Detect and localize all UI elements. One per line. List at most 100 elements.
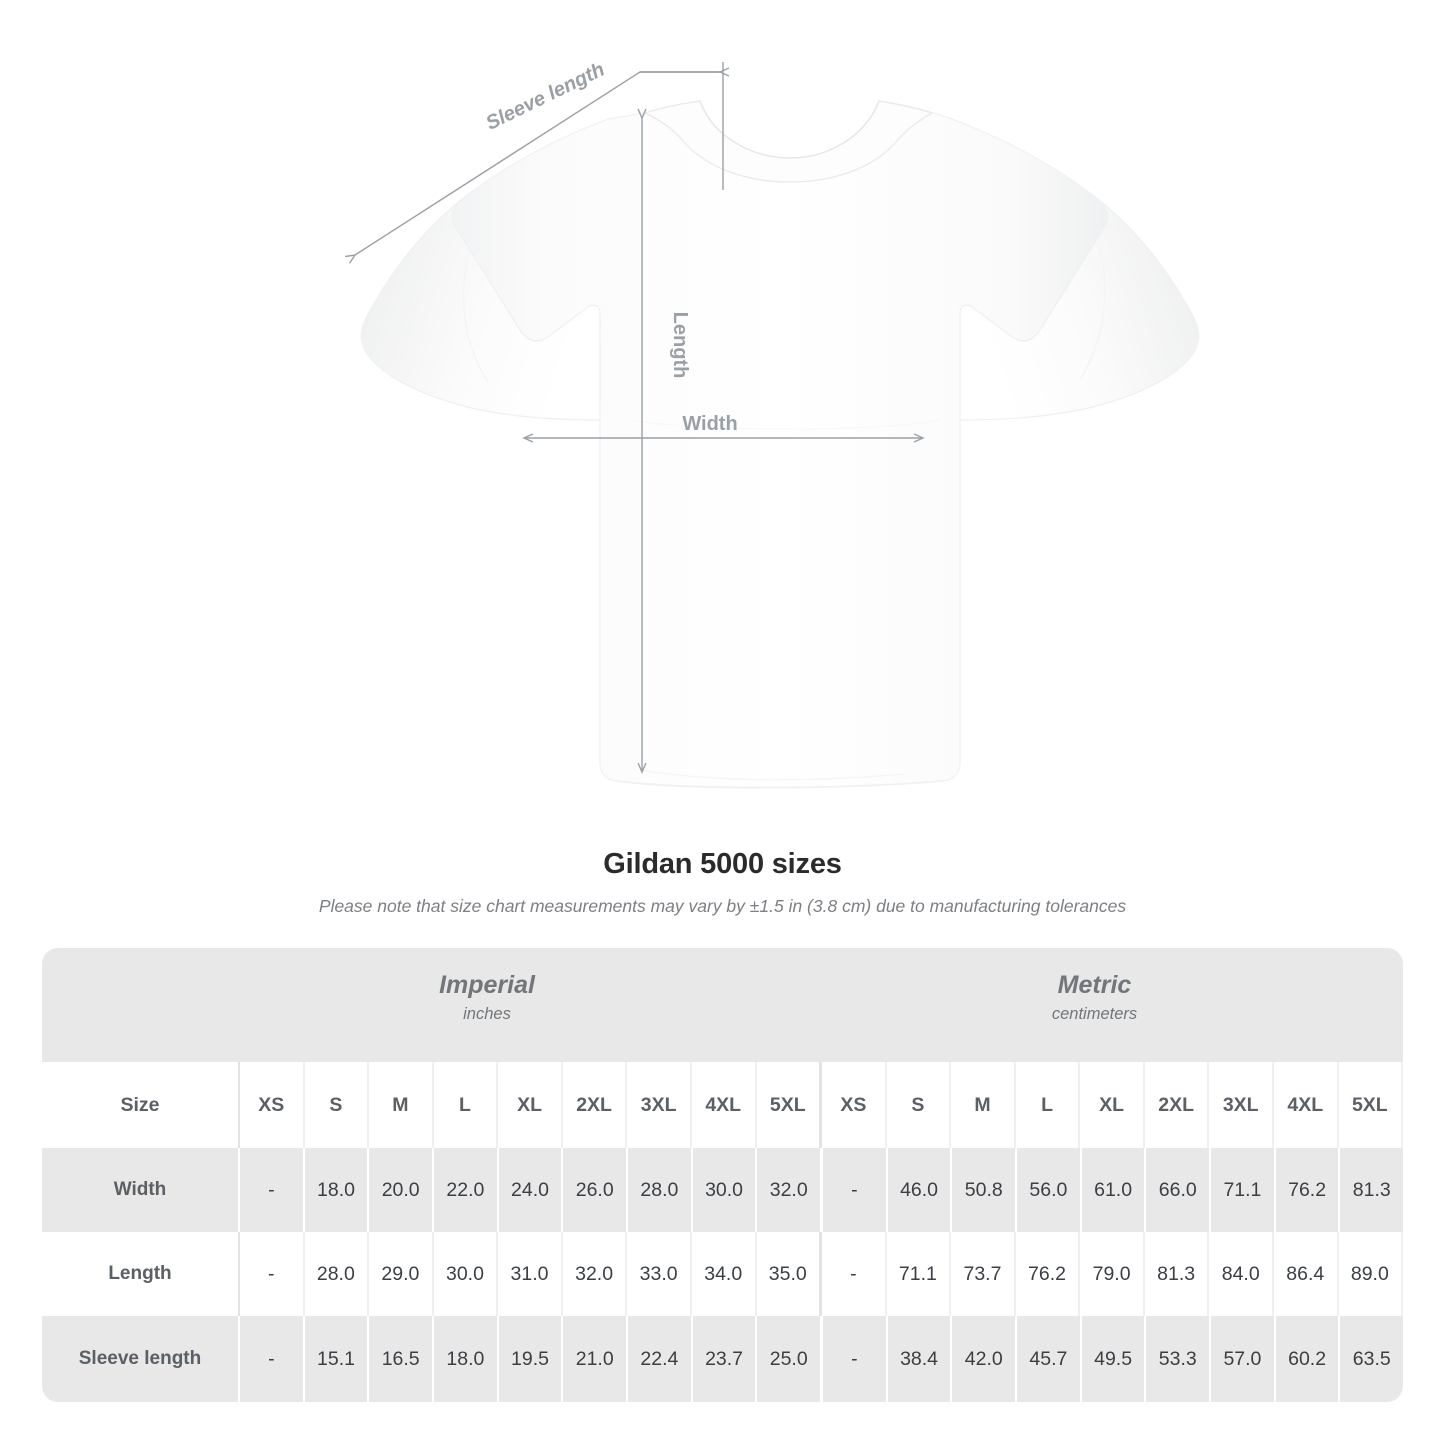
- size-header-cell: 5XL: [757, 1062, 823, 1148]
- table-row: Sleeve length -15.1 16.5 18.0 19.5 21.0 22.4 23…: [42, 1316, 1403, 1402]
- row-cells: -15.1 16.5 18.0 19.5 21.0 22.4 23.7 25.0-38.4 42…: [240, 1316, 1403, 1402]
- length-label: Length: [669, 312, 691, 379]
- measurement-cell: 86.4: [1274, 1232, 1339, 1316]
- size-header-cell: 2XL: [563, 1062, 628, 1148]
- row-label-length: Length: [42, 1232, 240, 1316]
- measurement-cell: 61.0: [1082, 1148, 1147, 1232]
- measurement-cell: 18.0: [434, 1316, 499, 1402]
- size-header-cell: S: [887, 1062, 952, 1148]
- size-header-cell: XS: [240, 1062, 305, 1148]
- size-header-cell: M: [951, 1062, 1016, 1148]
- measurement-cell: -: [240, 1148, 305, 1232]
- measurement-cell: 30.0: [693, 1148, 758, 1232]
- measurement-cell: 31.0: [498, 1232, 563, 1316]
- measurement-cell: 84.0: [1209, 1232, 1274, 1316]
- measurement-cell: 79.0: [1080, 1232, 1145, 1316]
- measurement-cell: 24.0: [499, 1148, 564, 1232]
- unit-sub-metric: centimeters: [1051, 1005, 1138, 1024]
- size-header-cell: L: [434, 1062, 499, 1148]
- measurement-cell: 35.0: [757, 1232, 823, 1316]
- unit-name-imperial: Imperial: [439, 971, 535, 999]
- measurement-cell: 46.0: [888, 1148, 953, 1232]
- size-header-cell: S: [305, 1062, 370, 1148]
- measurement-cell: 89.0: [1339, 1232, 1403, 1316]
- measurement-cell: 18.0: [305, 1148, 370, 1232]
- size-header-cell: 5XL: [1339, 1062, 1403, 1148]
- measurement-cell: 22.0: [434, 1148, 499, 1232]
- sleeve-length-label: Sleeve length: [483, 58, 609, 134]
- shirt-silhouette: [360, 100, 1200, 789]
- row-label-sleeve-length: Sleeve length: [42, 1316, 240, 1402]
- measurement-cell: 25.0: [757, 1316, 824, 1402]
- measurement-cell: 49.5: [1082, 1316, 1147, 1402]
- size-header-cell: 3XL: [627, 1062, 692, 1148]
- measurement-cell: 30.0: [434, 1232, 499, 1316]
- size-header-cell: 4XL: [692, 1062, 757, 1148]
- measurement-cell: 66.0: [1146, 1148, 1212, 1232]
- size-chart-table: Imperial inches Metric centimeters Size X…: [42, 948, 1403, 1402]
- measurement-cell: 71.1: [887, 1232, 952, 1316]
- measurement-cell: 60.2: [1276, 1316, 1341, 1402]
- row-cells: -18.0 20.0 22.0 24.0 26.0 28.0 30.0 32.0-46.0 50…: [240, 1148, 1403, 1232]
- row-label-width: Width: [42, 1148, 240, 1232]
- measurement-cell: -: [240, 1232, 305, 1316]
- measurement-cell: 81.3: [1352, 1178, 1391, 1201]
- page-subtitle: Please note that size chart measurements…: [318, 896, 1127, 916]
- measurement-cell: 19.5: [499, 1316, 564, 1402]
- measurement-cell: -: [823, 1148, 888, 1232]
- measurement-cell: 73.7: [951, 1232, 1016, 1316]
- size-header-cell: XL: [1080, 1062, 1145, 1148]
- measurement-cell: 63.5: [1352, 1347, 1391, 1370]
- size-header-cell: L: [1016, 1062, 1081, 1148]
- unit-group-imperial: Imperial inches: [202, 970, 772, 1024]
- measurement-cell: 71.1: [1211, 1148, 1276, 1232]
- size-header-row: Size XS S M L XL 2XL 3XL 4XL 5XL XS S M L XL 2XL 3XL 4XL 5…: [42, 1062, 1403, 1148]
- measurement-cell: 33.0: [627, 1232, 692, 1316]
- size-header-cell: 3XL: [1209, 1062, 1274, 1148]
- measurement-cell: 16.5: [369, 1316, 435, 1402]
- table-row: Width -18.0 20.0 22.0 24.0 26.0 28.0 30.0 32.0-4…: [42, 1148, 1403, 1232]
- measurement-cell: -: [240, 1316, 305, 1402]
- width-label: Width: [682, 413, 737, 435]
- measurement-cell: 32.0: [757, 1148, 824, 1232]
- measurement-cell: 26.0: [563, 1148, 629, 1232]
- measurement-cell: 76.2: [1016, 1232, 1081, 1316]
- measurement-cell: 76.2: [1276, 1148, 1341, 1232]
- measurement-cell: 23.7: [693, 1316, 758, 1402]
- measurement-annotations: [345, 62, 925, 774]
- size-header-cell: 4XL: [1274, 1062, 1339, 1148]
- unit-sub-imperial: inches: [463, 1005, 511, 1024]
- measurement-cell: 32.0: [563, 1232, 628, 1316]
- unit-name-metric: Metric: [1057, 971, 1132, 999]
- tshirt-measurement-diagram: Sleeve length Length Width: [345, 58, 1200, 789]
- row-cells: XS S M L XL 2XL 3XL 4XL 5XL XS S M L XL 2XL 3XL 4XL 5XL: [240, 1062, 1403, 1148]
- measurement-cell: 38.4: [888, 1316, 953, 1402]
- size-header-cell: XL: [498, 1062, 563, 1148]
- unit-group-metric: Metric centimeters: [802, 970, 1387, 1024]
- size-header-cell: 2XL: [1145, 1062, 1210, 1148]
- measurement-cell: 28.0: [305, 1232, 370, 1316]
- measurement-cell: 53.3: [1146, 1316, 1212, 1402]
- size-table-body: Size XS S M L XL 2XL 3XL 4XL 5XL XS S M L XL 2XL 3XL 4XL 5…: [42, 1062, 1403, 1402]
- measurement-cell: 20.0: [369, 1148, 435, 1232]
- page-title: Gildan 5000 sizes: [603, 848, 842, 880]
- measurement-cell: 29.0: [369, 1232, 434, 1316]
- unit-system-band: Imperial inches Metric centimeters: [42, 948, 1403, 1062]
- measurement-cell: 45.7: [1017, 1316, 1082, 1402]
- measurement-cell: 15.1: [305, 1316, 370, 1402]
- measurement-cell: 81.3: [1145, 1232, 1210, 1316]
- measurement-cell: 22.4: [628, 1316, 693, 1402]
- measurement-cell: 50.8: [952, 1148, 1018, 1232]
- row-cells: -28.0 29.0 30.0 31.0 32.0 33.0 34.0 35.0-71.1 73…: [240, 1232, 1403, 1316]
- table-row: Length -28.0 29.0 30.0 31.0 32.0 33.0 34.0 35.0-…: [42, 1232, 1403, 1316]
- measurement-cell: 28.0: [628, 1148, 693, 1232]
- measurement-cell: 34.0: [692, 1232, 757, 1316]
- size-header-cell: M: [369, 1062, 434, 1148]
- measurement-cell: 56.0: [1017, 1148, 1082, 1232]
- row-label-size: Size: [42, 1062, 240, 1148]
- measurement-cell: 42.0: [952, 1316, 1018, 1402]
- measurement-cell: 57.0: [1211, 1316, 1276, 1402]
- measurement-cell: -: [823, 1316, 888, 1402]
- measurement-cell: 21.0: [563, 1316, 629, 1402]
- measurement-cell: -: [822, 1232, 887, 1316]
